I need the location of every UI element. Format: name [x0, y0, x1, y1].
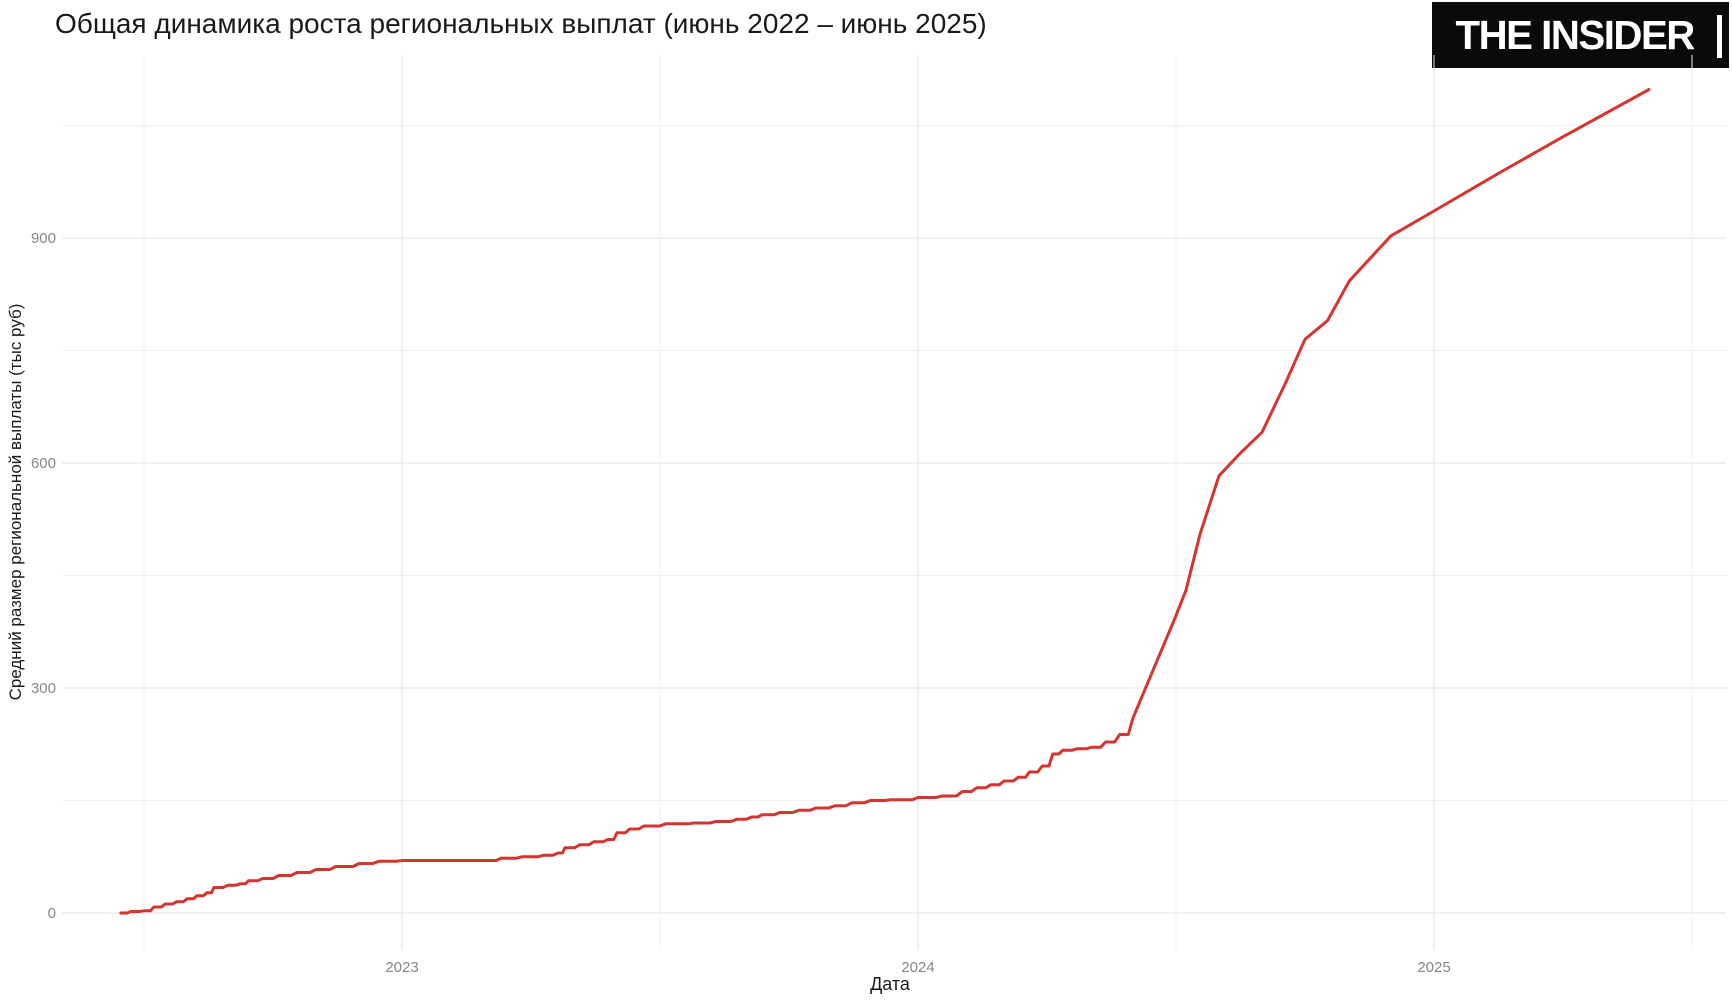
the-insider-logo-text: THE INSIDER — [1455, 11, 1696, 58]
y-tick-label: 0 — [48, 905, 56, 922]
y-tick-label: 900 — [31, 230, 56, 247]
y-tick-label: 600 — [31, 455, 56, 472]
x-tick-label: 2023 — [385, 959, 418, 976]
x-tick-label: 2025 — [1417, 959, 1450, 976]
y-axis-title: Средний размер региональной выплаты (тыс… — [6, 303, 25, 701]
x-axis-title: Дата — [870, 974, 910, 994]
chart-title: Общая динамика роста региональных выплат… — [55, 8, 987, 39]
logo-cursor-bar — [1717, 15, 1722, 58]
x-tick-label: 2024 — [901, 959, 934, 976]
payments-growth-line — [119, 88, 1651, 915]
y-tick-label: 300 — [31, 680, 56, 697]
the-insider-logo: THE INSIDER — [1432, 2, 1729, 68]
